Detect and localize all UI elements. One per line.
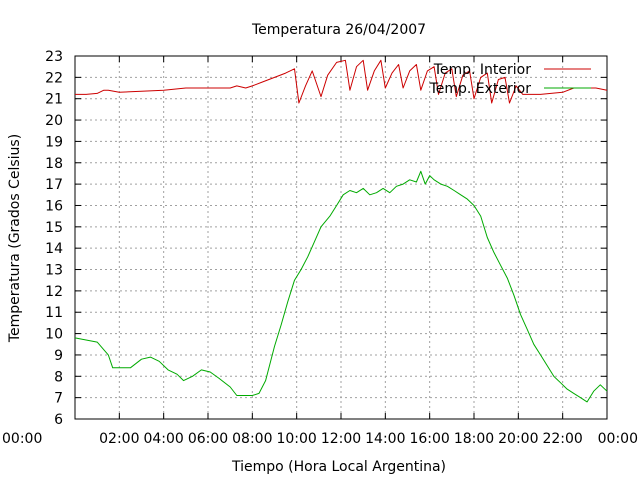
x-tick-label: 00:00	[598, 431, 638, 447]
y-tick-label: 11	[45, 305, 63, 321]
x-tick-label: 22:00	[542, 431, 582, 447]
x-tick-label: 04:00	[143, 431, 183, 447]
series-lines	[74, 59, 608, 403]
x-tick-label: 12:00	[321, 431, 361, 447]
y-tick-label: 18	[45, 156, 63, 172]
y-tick-label: 15	[45, 220, 63, 236]
chart-title: Temperatura 26/04/2007	[251, 22, 426, 38]
legend-label: Temp. Interior	[433, 62, 532, 78]
x-tick-label: 20:00	[498, 431, 538, 447]
x-tick-label: 10:00	[276, 431, 316, 447]
y-tick-label: 21	[45, 92, 63, 108]
x-tick-label: 16:00	[409, 431, 449, 447]
x-tick-label: 18:00	[454, 431, 494, 447]
y-tick-label: 8	[54, 369, 63, 385]
y-tick-label: 23	[45, 49, 63, 65]
series-line	[74, 170, 608, 403]
y-tick-label: 19	[45, 134, 63, 150]
y-tick-label: 7	[54, 391, 63, 407]
x-tick-label: 06:00	[188, 431, 228, 447]
legend-label: Temp. Exterior	[429, 81, 532, 97]
x-tick-label: 14:00	[365, 431, 405, 447]
x-tick-label: 08:00	[232, 431, 272, 447]
y-tick-label: 9	[54, 348, 63, 364]
x-tick-label: 02:00	[99, 431, 139, 447]
y-axis: 6 7 8 9 10 11 12 13 14 15 16 17 18 19 20 21 22 23	[45, 49, 607, 428]
x-axis: 00:00 02:00 04:00 06:00 08:00 10:00 12:00 14:00…	[2, 56, 638, 447]
grid	[75, 56, 607, 419]
x-tick-label: 00:00	[2, 431, 42, 447]
y-tick-label: 22	[45, 70, 63, 86]
y-tick-label: 17	[45, 177, 63, 193]
y-tick-label: 6	[54, 412, 63, 428]
y-axis-label: Temperatura (Grados Celsius)	[7, 134, 23, 343]
legend: Temp. Interior Temp. Exterior	[429, 62, 591, 97]
series-line	[75, 59, 608, 104]
y-tick-label: 20	[45, 113, 63, 129]
y-tick-label: 10	[45, 327, 63, 343]
y-tick-label: 16	[45, 198, 63, 214]
y-tick-label: 12	[45, 284, 63, 300]
y-tick-label: 13	[45, 263, 63, 279]
x-axis-label: Tiempo (Hora Local Argentina)	[231, 459, 446, 475]
y-tick-label: 14	[45, 241, 63, 257]
